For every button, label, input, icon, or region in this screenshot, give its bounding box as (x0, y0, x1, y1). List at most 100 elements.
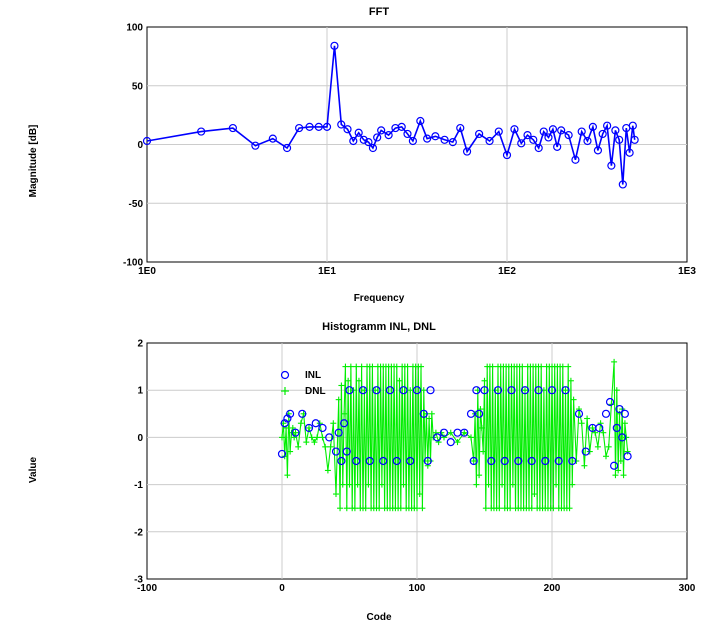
dnl-data-point (327, 443, 334, 450)
histogram-chart-title: Histogramm INL, DNL (322, 321, 436, 333)
fft-x-tick-label: 1E3 (678, 266, 696, 277)
dnl-data-point (620, 472, 627, 479)
fft-data-point (603, 121, 612, 130)
fft-data-point (354, 128, 363, 137)
dnl-data-point (314, 434, 321, 441)
dnl-data-point (480, 448, 487, 455)
fft-x-tick-label: 1E1 (318, 266, 336, 277)
dnl-data-point (496, 505, 503, 512)
fft-data-point (475, 129, 484, 139)
fft-y-tick-label: 50 (132, 81, 144, 92)
fft-data-point (462, 147, 472, 156)
inl-data-point (612, 423, 621, 433)
fft-data-point (384, 131, 393, 140)
inl-data-point (423, 456, 432, 466)
dnl-data-point (354, 481, 361, 488)
dnl-data-point (531, 491, 538, 498)
inl-data-point (609, 461, 619, 470)
inl-data-point (385, 386, 395, 395)
dnl-data-point (339, 481, 346, 488)
fft-data-point (416, 116, 425, 126)
dnl-data-point (447, 429, 454, 436)
fft-y-tick-label: 100 (126, 23, 143, 34)
dnl-data-point (393, 363, 400, 370)
dnl-data-point (624, 448, 631, 455)
dnl-data-point (292, 429, 299, 436)
fft-data-point (197, 127, 206, 136)
inl-data-point (337, 456, 346, 466)
dnl-data-point (426, 415, 433, 422)
fft-data-point (539, 127, 548, 136)
dnl-data-point (345, 377, 352, 384)
fft-data-point (548, 125, 558, 134)
fft-data-point (630, 135, 639, 144)
dnl-data-point (461, 429, 468, 436)
dnl-data-point (470, 458, 477, 464)
dnl-data-point (594, 443, 601, 450)
dnl-data-point (522, 387, 528, 394)
inl-data-point (291, 428, 300, 437)
fft-data-point (598, 129, 607, 139)
histogram-chart: Histogramm INL, DNL -100 0 100 200 300210-1-… (28, 321, 696, 623)
dnl-data-point (562, 387, 569, 394)
dnl-data-point (611, 358, 618, 365)
inl-data-point (466, 409, 476, 418)
dnl-data-point (324, 467, 331, 474)
dnl-data-point (576, 406, 582, 413)
dnl-data-point (519, 363, 526, 370)
inl-data-point (331, 447, 341, 456)
fft-data-point (523, 131, 532, 140)
fft-series (142, 41, 639, 189)
fft-grid (147, 27, 687, 262)
dnl-data-point (397, 505, 404, 512)
fft-data-point (618, 180, 627, 189)
inl-data-point (439, 428, 449, 437)
dnl-data-point (407, 387, 414, 394)
fft-data-point (510, 125, 519, 134)
fft-data-point (251, 141, 260, 150)
fft-y-tick-label: -100 (123, 258, 143, 269)
dnl-data-point (333, 491, 339, 498)
inl-data-point (500, 456, 509, 466)
inl-data-point (534, 386, 543, 395)
dnl-data-point (589, 424, 596, 431)
dnl-data-point (476, 472, 483, 479)
inl-data-point (561, 386, 570, 395)
inl-data-point (298, 409, 307, 418)
inl-data-point (433, 433, 442, 442)
inl-data-point (311, 419, 320, 428)
dnl-data-point (528, 505, 535, 512)
inl-data-point (472, 386, 481, 395)
dnl-data-point (468, 434, 474, 441)
dnl-data-point (605, 443, 612, 450)
inl-data-point (475, 409, 484, 418)
dnl-data-point (419, 505, 426, 512)
inl-data-point (379, 456, 388, 466)
dnl-data-point (428, 410, 435, 417)
fft-x-tick-label: 1E2 (498, 266, 516, 277)
dnl-data-point (603, 453, 609, 460)
inl-data-point (392, 456, 401, 466)
legend-inl-label: INL (305, 370, 321, 381)
legend-dnl-marker (281, 387, 289, 395)
inl-data-point (345, 386, 354, 395)
dnl-data-point (319, 434, 326, 441)
fft-chart-title: FFT (369, 6, 389, 18)
inl-data-point (595, 423, 604, 433)
histogram-x-axis-label: Code (367, 612, 392, 623)
histogram-y-axis-label: Value (28, 457, 39, 484)
dnl-data-point (335, 396, 342, 403)
fft-x-axis-label: Frequency (354, 293, 405, 304)
dnl-data-point (567, 377, 574, 384)
dnl-data-point (578, 420, 585, 427)
inl-data-point (487, 456, 496, 466)
dnl-data-point (378, 481, 385, 488)
inl-data-point (406, 456, 415, 466)
fft-data-point (588, 122, 597, 131)
inl-data-point (469, 456, 478, 466)
inl-data-point (514, 456, 523, 466)
fft-data-point (295, 123, 304, 133)
fft-y-tick-label: 0 (137, 140, 143, 151)
fft-data-point (364, 138, 373, 147)
dnl-data-point (612, 472, 619, 479)
